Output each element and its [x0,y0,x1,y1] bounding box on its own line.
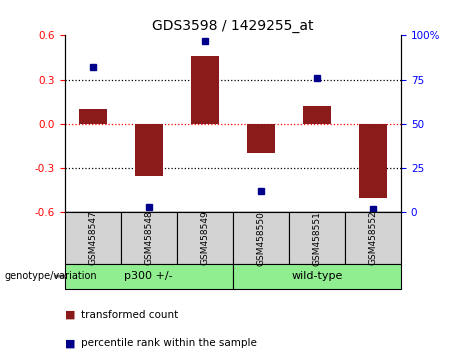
Bar [191,56,219,124]
Bar [78,109,106,124]
Text: ■: ■ [65,310,75,320]
Text: ■: ■ [65,338,75,348]
Text: transformed count: transformed count [81,310,178,320]
Title: GDS3598 / 1429255_at: GDS3598 / 1429255_at [152,19,313,33]
Text: percentile rank within the sample: percentile rank within the sample [81,338,257,348]
Bar [359,124,387,198]
Text: GSM458551: GSM458551 [313,211,321,266]
Text: GSM458548: GSM458548 [144,211,153,266]
Text: GSM458552: GSM458552 [368,211,378,266]
Text: GSM458550: GSM458550 [256,211,266,266]
Bar [303,106,331,124]
Bar [135,124,163,176]
Text: p300 +/-: p300 +/- [124,271,173,281]
Text: wild-type: wild-type [291,271,343,281]
Text: genotype/variation: genotype/variation [5,271,97,281]
Text: GSM458547: GSM458547 [88,211,97,266]
Bar [247,124,275,153]
Text: GSM458549: GSM458549 [200,211,209,266]
